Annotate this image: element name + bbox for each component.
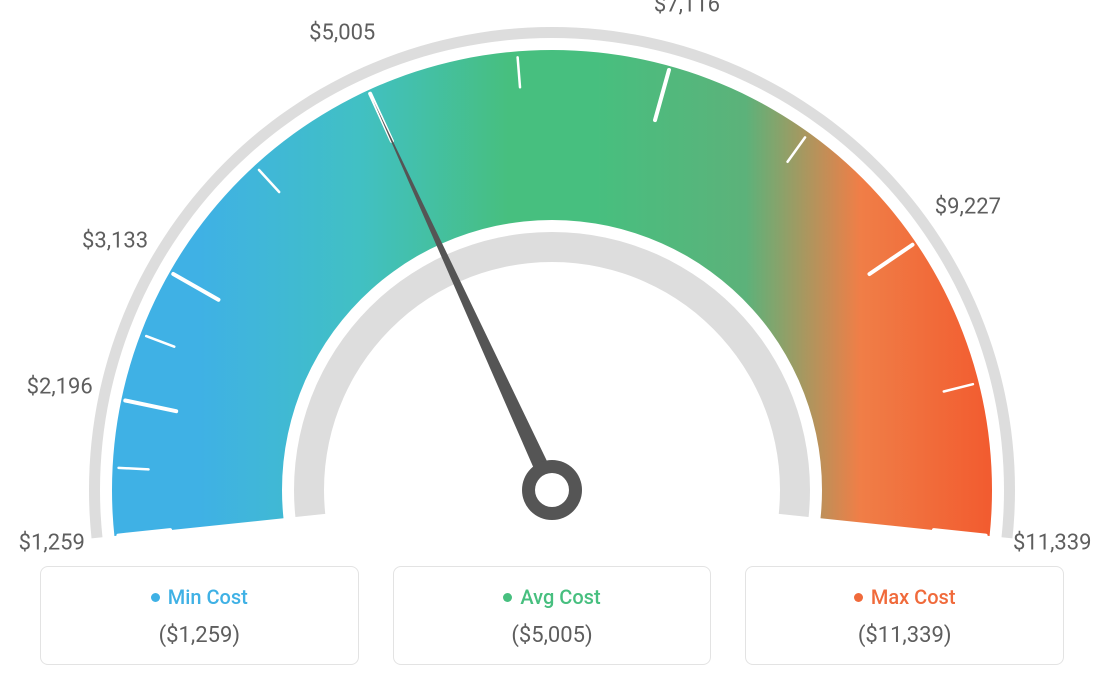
legend-title-min-text: Min Cost [168, 585, 248, 609]
legend-value-max: ($11,339) [756, 623, 1053, 648]
legend-value-avg: ($5,005) [404, 623, 701, 648]
legend-dot-max [854, 593, 863, 602]
legend-title-min: Min Cost [151, 585, 248, 609]
gauge-area: $1,259$2,196$3,133$5,005$7,116$9,227$11,… [0, 0, 1104, 540]
legend-card-max: Max Cost ($11,339) [745, 566, 1064, 665]
legend-dot-min [151, 593, 160, 602]
legend-value-min: ($1,259) [51, 623, 348, 648]
gauge-tick-label: $3,133 [82, 228, 148, 253]
gauge-svg [0, 0, 1104, 560]
legend-title-max: Max Cost [854, 585, 956, 609]
gauge-tick-label: $9,227 [935, 195, 1001, 220]
legend-title-avg: Avg Cost [503, 585, 600, 609]
legend-card-min: Min Cost ($1,259) [40, 566, 359, 665]
legend-card-avg: Avg Cost ($5,005) [393, 566, 712, 665]
cost-gauge-widget: $1,259 $2,196 $3,133 $5,005 $7,116 $9,227 $11,… [0, 0, 1104, 690]
gauge-tick-label: $11,339 [1013, 530, 1092, 555]
legend-title-avg-text: Avg Cost [520, 585, 600, 609]
gauge-tick-label: $1,259 [19, 530, 85, 555]
legend-title-max-text: Max Cost [871, 585, 956, 609]
gauge-tick-label: $2,196 [27, 374, 93, 399]
gauge-tick-label: $5,005 [309, 20, 375, 45]
gauge-tick-label: $7,116 [654, 0, 720, 18]
legend-row: Min Cost ($1,259) Avg Cost ($5,005) Max … [0, 566, 1104, 665]
legend-dot-avg [503, 593, 512, 602]
